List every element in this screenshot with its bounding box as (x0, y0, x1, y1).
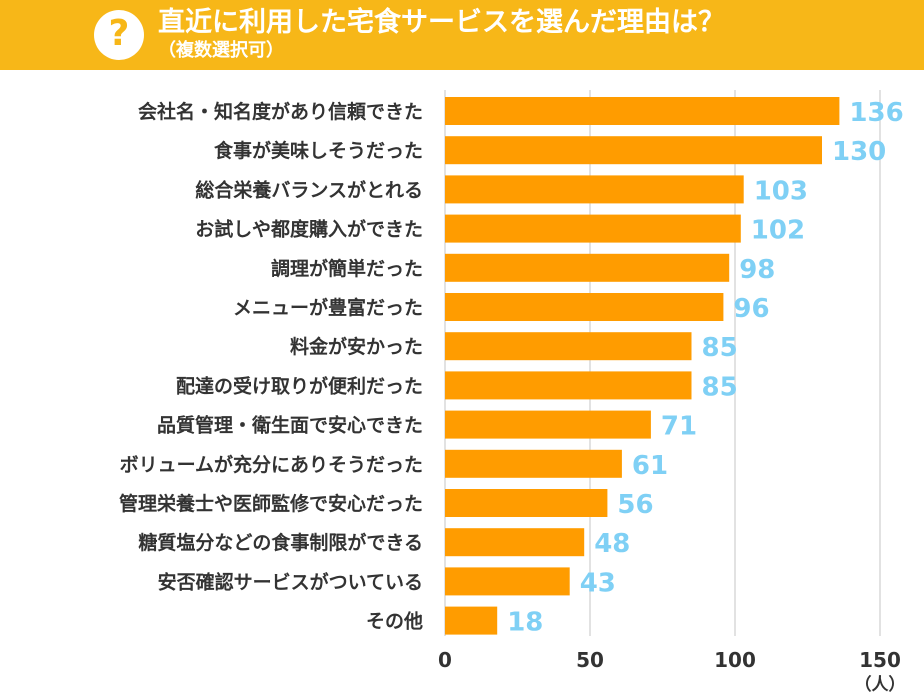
bar-value-label: 103 (754, 176, 808, 206)
bar (445, 136, 822, 165)
question-icon: ? (94, 10, 144, 60)
bar-value-label: 85 (702, 372, 738, 402)
bar-value-label: 96 (733, 294, 769, 324)
bar (445, 97, 840, 125)
bar-value-label: 43 (580, 568, 616, 598)
bar-value-label: 56 (617, 490, 653, 520)
category-label: 会社名・知名度があり信頼できた (138, 100, 423, 123)
bar (445, 449, 622, 478)
bar-value-label: 48 (594, 529, 630, 559)
x-tick-label: 50 (576, 648, 604, 672)
bar-value-label: 71 (661, 412, 697, 442)
bar (445, 371, 692, 400)
x-tick-label: 0 (438, 648, 452, 672)
bar (445, 567, 570, 596)
bar-value-label: 61 (632, 451, 668, 481)
bar (445, 332, 692, 361)
category-label: その他 (366, 610, 423, 633)
bar (445, 253, 730, 282)
title-banner: ? 直近に利用した宅食サービスを選んだ理由は？ （複数選択可） (0, 0, 924, 70)
bar (445, 606, 498, 635)
bar-value-label: 102 (751, 216, 805, 246)
category-label: 管理栄養士や医師監修で安心だった (119, 492, 423, 515)
category-label: お試しや都度購入ができた (195, 218, 423, 241)
bar (445, 175, 744, 204)
category-label: 調理が簡単だった (271, 257, 423, 280)
bar (445, 214, 741, 243)
bar (445, 528, 585, 557)
category-label: 料金が安かった (290, 335, 423, 358)
bar-value-label: 136 (849, 98, 903, 128)
category-label: 糖質塩分などの食事制限ができる (138, 531, 423, 554)
bar (445, 293, 724, 321)
category-label: 安否確認サービスがついている (158, 570, 423, 593)
bar-value-label: 98 (739, 255, 775, 285)
bar (445, 410, 651, 439)
bar-value-label: 130 (832, 137, 886, 167)
x-tick-label: 100 (714, 648, 756, 672)
bar (445, 489, 608, 517)
category-label: ボリュームが充分にありそうだった (120, 453, 423, 476)
bar-value-label: 85 (702, 333, 738, 363)
question-mark-glyph: ? (108, 13, 130, 54)
chart-subtitle: （複数選択可） (158, 40, 284, 61)
category-label: 品質管理・衛生面で安心できた (157, 414, 423, 437)
x-axis-unit: （人） (855, 674, 906, 695)
category-label: 食事が美味しそうだった (214, 139, 423, 162)
bar-value-label: 18 (507, 608, 543, 638)
category-label: 配達の受け取りが便利だった (176, 374, 423, 397)
category-label: メニューが豊富だった (233, 296, 423, 319)
x-tick-label: 150 (859, 648, 901, 672)
category-label: 総合栄養バランスがとれる (195, 178, 423, 201)
chart-title: 直近に利用した宅食サービスを選んだ理由は？ (158, 7, 725, 38)
